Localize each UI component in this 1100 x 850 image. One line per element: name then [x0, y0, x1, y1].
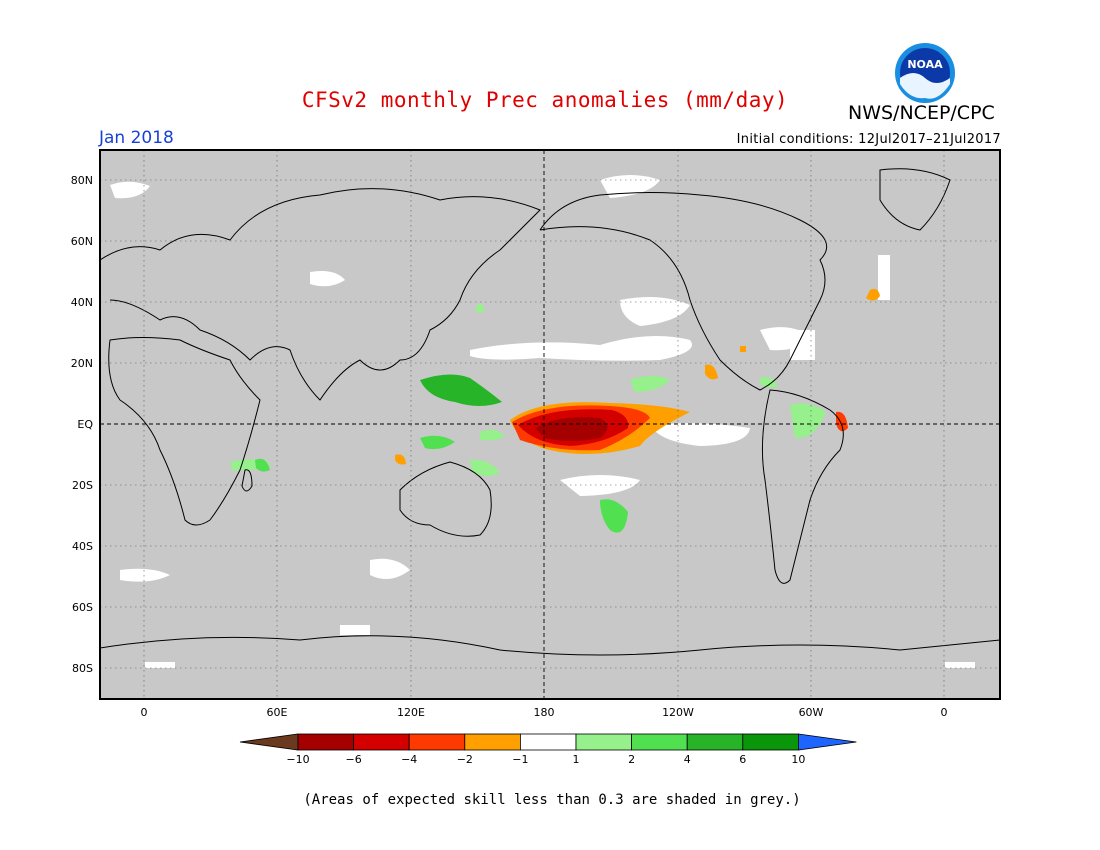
map-panel	[99, 149, 1001, 700]
legend-tick-label: 4	[684, 753, 691, 766]
lat-lon-grid	[100, 150, 1000, 699]
noaa-logo: NOAA	[894, 42, 956, 108]
legend-tick-label: 2	[628, 753, 635, 766]
legend-swatch	[297, 733, 354, 751]
legend-tick-label: −6	[345, 753, 361, 766]
legend-arrow-high	[798, 733, 857, 751]
legend-swatch	[408, 733, 466, 751]
lat-label: EQ	[77, 418, 93, 431]
lat-label: 40S	[72, 540, 93, 553]
latitude-labels: 80N 60N 40N 20N EQ 20S 40S 60S 80S	[71, 174, 94, 675]
legend-arrow-low	[239, 733, 299, 751]
legend-tick-label: −1	[512, 753, 528, 766]
legend-tick-label: 10	[791, 753, 805, 766]
lon-label: 120E	[397, 706, 425, 719]
lon-label: 180	[534, 706, 555, 719]
skill-note: (Areas of expected skill less than 0.3 a…	[303, 792, 801, 808]
longitude-labels: 0 60E 120E 180 120W 60W 0	[141, 706, 948, 719]
legend-tick-label: −10	[286, 753, 309, 766]
legend-swatch	[520, 733, 577, 751]
legend-swatch	[464, 733, 521, 751]
lat-label: 20S	[72, 479, 93, 492]
legend-tick-label: 1	[573, 753, 580, 766]
chart-title: CFSv2 monthly Prec anomalies (mm/day)	[301, 88, 789, 112]
legend-tick-label: −2	[457, 753, 473, 766]
lat-label: 60S	[72, 601, 93, 614]
map-frame	[99, 149, 1001, 700]
legend-swatch	[742, 733, 799, 751]
forecast-month: Jan 2018	[99, 128, 174, 148]
lon-label: 60E	[267, 706, 288, 719]
legend-swatch	[686, 733, 744, 751]
lat-label: 80N	[71, 174, 93, 187]
equator-dateline	[100, 150, 1000, 699]
lon-label: 0	[941, 706, 948, 719]
initial-conditions: Initial conditions: 12Jul2017–21Jul2017	[736, 132, 1001, 147]
pacific-wet-anomaly	[510, 402, 690, 454]
legend-swatch	[575, 733, 632, 751]
lat-label: 80S	[72, 662, 93, 675]
logo-text: NOAA	[907, 58, 943, 71]
legend-swatch	[353, 733, 410, 751]
legend-tick-label: −4	[401, 753, 417, 766]
agency-label: NWS/NCEP/CPC	[848, 102, 995, 124]
positive-anomalies	[230, 305, 826, 533]
lat-label: 60N	[71, 235, 93, 248]
legend-tick-label: 6	[739, 753, 746, 766]
lat-label: 20N	[71, 357, 93, 370]
coastlines	[100, 168, 1000, 656]
neutral-regions	[110, 175, 975, 668]
negative-anomalies	[395, 288, 880, 465]
lat-label: 40N	[71, 296, 93, 309]
lon-label: 0	[141, 706, 148, 719]
lon-label: 60W	[799, 706, 824, 719]
color-legend: −10 −6 −4 −2 −1 1 2 4 6 10	[239, 733, 857, 766]
lon-label: 120W	[662, 706, 694, 719]
legend-swatch	[631, 733, 688, 751]
